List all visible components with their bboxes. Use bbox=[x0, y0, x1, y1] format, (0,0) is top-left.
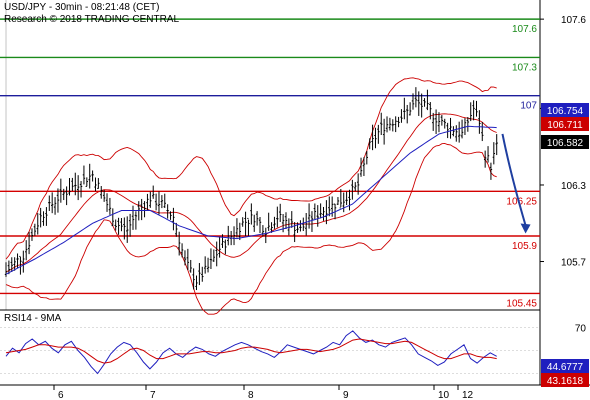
level-label-1: 107.3 bbox=[512, 62, 537, 73]
price-box-1 bbox=[541, 117, 589, 131]
ma-line bbox=[5, 125, 497, 275]
rsi-value-boxes: 44.6777 43.1618 bbox=[541, 359, 589, 387]
price-box-0 bbox=[541, 103, 589, 117]
bollinger-middle bbox=[5, 113, 497, 273]
time-tick-label-3: 9 bbox=[343, 390, 349, 400]
price-tick-label-0: 105.7 bbox=[561, 258, 586, 269]
arrow-head bbox=[520, 223, 531, 234]
price-box-2 bbox=[541, 135, 589, 149]
price-box-label-1: 106.711 bbox=[547, 120, 583, 131]
bollinger-upper bbox=[5, 77, 497, 260]
price-boxes: 106.754 106.711 106.582 bbox=[541, 103, 589, 149]
rsi-panel bbox=[5, 330, 497, 375]
arrow-shaft bbox=[501, 133, 527, 226]
level-label-5: 105.45 bbox=[506, 298, 537, 309]
candles bbox=[4, 87, 498, 291]
level-label-3: 106.25 bbox=[506, 196, 537, 207]
target-arrow bbox=[501, 133, 531, 234]
price-tick-label-3: 107.6 bbox=[561, 15, 586, 26]
time-tick-label-1: 7 bbox=[150, 390, 156, 400]
price-tick-label-1: 106.3 bbox=[561, 181, 586, 192]
chart-title: USD/JPY - 30min - 08:21:48 (CET) bbox=[4, 2, 160, 13]
rsi-box-label-0: 44.6777 bbox=[547, 362, 584, 373]
rsi-series-1 bbox=[5, 338, 497, 364]
rsi-box-label-1: 43.1618 bbox=[547, 376, 584, 387]
rsi-axis: 70 bbox=[575, 324, 587, 335]
time-axis: 6 7 8 9 10 12 bbox=[53, 385, 474, 400]
rsi-series-0 bbox=[5, 330, 497, 375]
time-tick-label-2: 8 bbox=[248, 390, 254, 400]
time-tick-label-5: 12 bbox=[462, 390, 474, 400]
price-box-label-0: 106.754 bbox=[547, 106, 584, 117]
rsi-box-1 bbox=[541, 373, 589, 387]
time-tick-label-4: 10 bbox=[438, 390, 450, 400]
time-tick-label-0: 6 bbox=[58, 390, 64, 400]
level-label-4: 105.9 bbox=[512, 241, 537, 252]
chart-subtitle: Research © 2018 TRADING CENTRAL bbox=[4, 14, 180, 25]
level-label-2: 107 bbox=[520, 101, 537, 112]
rsi-box-0 bbox=[541, 359, 589, 373]
bollinger-bands bbox=[5, 77, 497, 315]
level-lines: 107.6 107.3 107 106.25 105.9 105.45 bbox=[0, 18, 540, 309]
level-label-0: 107.6 bbox=[512, 24, 537, 35]
rsi-title: RSI14 - 9MA bbox=[4, 313, 62, 324]
price-box-label-2: 106.582 bbox=[547, 138, 584, 149]
moving-average bbox=[5, 125, 497, 275]
bollinger-lower bbox=[5, 142, 497, 315]
rsi-tick-label-0: 70 bbox=[575, 324, 587, 335]
